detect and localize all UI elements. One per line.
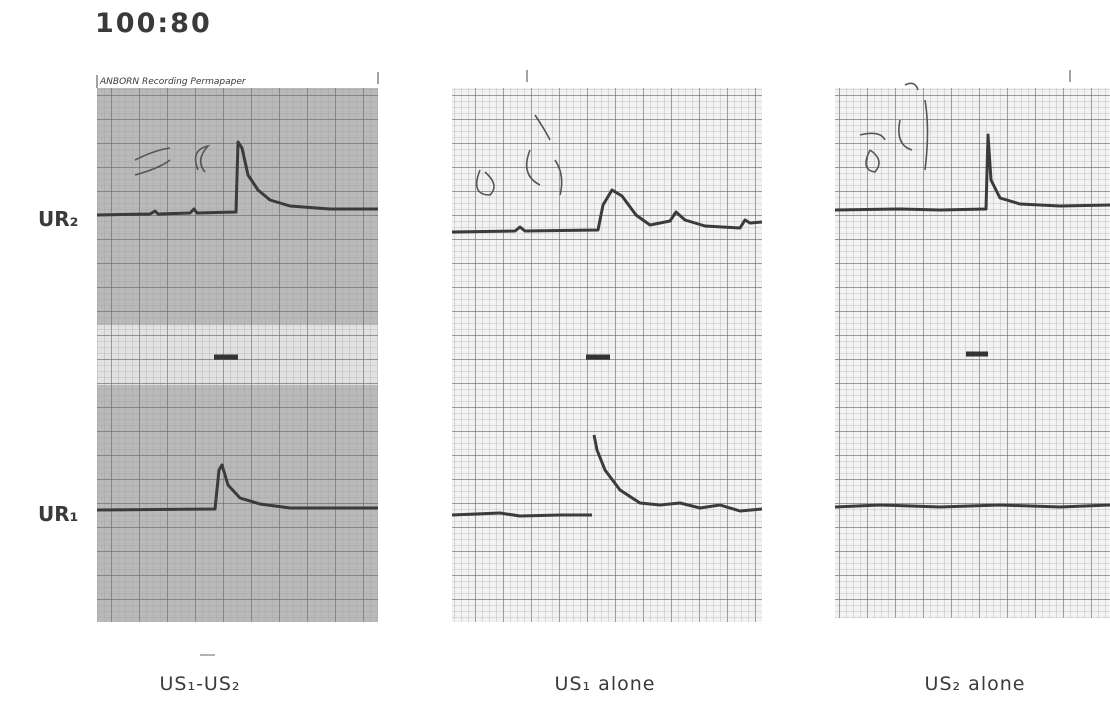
paper-label: ANBORN Recording Permapaper <box>99 77 247 87</box>
panel-caption: US₂ alone <box>925 673 1026 695</box>
panel-caption: US₁ alone <box>555 673 656 695</box>
figure: 100:80 ANBORN Recording Permapaper <box>0 0 1110 700</box>
panel-caption: US₁-US₂ <box>159 673 240 695</box>
page: {"title": "100:80", "paper_label": "ANBO… <box>0 0 1110 700</box>
panel <box>835 70 1110 618</box>
row-label: UR₂ <box>38 207 78 231</box>
figure-title: 100:80 <box>95 8 212 39</box>
row-label: UR₁ <box>38 502 78 526</box>
panel: ANBORN Recording Permapaper <box>97 72 378 655</box>
panel <box>452 70 762 622</box>
